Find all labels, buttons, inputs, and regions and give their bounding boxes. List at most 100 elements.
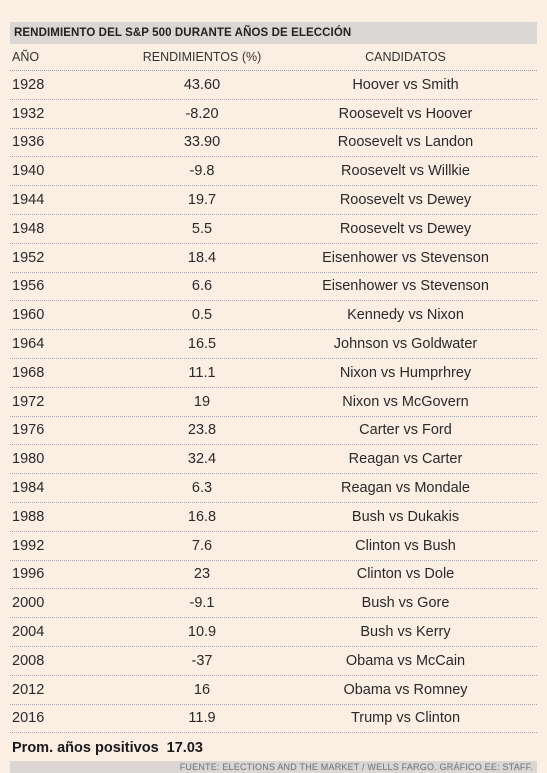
table-row: 2016 11.9 Trump vs Clinton — [10, 705, 537, 734]
table-row: 1964 16.5 Johnson vs Goldwater — [10, 330, 537, 359]
table-title: RENDIMIENTO DEL S&P 500 DURANTE AÑOS DE … — [10, 22, 537, 44]
row-return-value: 18.4 — [187, 249, 217, 266]
row-return-value: 33.90 — [183, 134, 221, 151]
table-row: 1992 7.6 Clinton vs Bush — [10, 532, 537, 561]
row-return-value: -9.1 — [189, 595, 215, 612]
row-candidates: Bush vs Kerry — [360, 624, 451, 641]
row-year: 2000 — [12, 595, 45, 612]
table-row: 2004 10.9 Bush vs Kerry — [10, 618, 537, 647]
row-year: 1964 — [12, 336, 45, 353]
row-candidates: Bush vs Dukakis — [351, 508, 460, 525]
row-year: 2012 — [12, 681, 45, 698]
row-candidates: Trump vs Clinton — [350, 710, 461, 727]
row-candidates: Reagan vs Carter — [348, 451, 463, 468]
row-return-value: 32.4 — [187, 451, 217, 468]
table-row: 1936 33.90 Roosevelt vs Landon — [10, 129, 537, 158]
row-candidates: Roosevelt vs Hoover — [338, 105, 473, 122]
table-row: 1956 6.6 Eisenhower vs Stevenson — [10, 273, 537, 302]
table-row: 1932 -8.20 Roosevelt vs Hoover — [10, 100, 537, 129]
table-row: 2012 16 Obama vs Romney — [10, 676, 537, 705]
row-return-value: 16.8 — [187, 508, 217, 525]
row-return-value: 43.60 — [183, 76, 221, 93]
row-candidates: Roosevelt vs Dewey — [339, 220, 472, 237]
election-returns-table: RENDIMIENTO DEL S&P 500 DURANTE AÑOS DE … — [10, 22, 537, 773]
table-row: 2008 -37 Obama vs McCain — [10, 647, 537, 676]
row-year: 1940 — [12, 163, 45, 180]
header-returns: RENDIMIENTOS (%) — [142, 50, 262, 64]
row-candidates: Obama vs McCain — [345, 652, 466, 669]
row-year: 1960 — [12, 307, 45, 324]
row-candidates: Clinton vs Bush — [355, 537, 456, 554]
row-return-value: -8.20 — [185, 105, 219, 122]
row-return-value: 16 — [193, 681, 211, 698]
row-candidates: Eisenhower vs Stevenson — [322, 249, 489, 266]
row-year: 1956 — [12, 278, 45, 295]
row-return-value: 11.9 — [188, 710, 216, 727]
table-header: AÑO RENDIMIENTOS (%) CANDIDATOS — [10, 44, 537, 71]
table-row: 1988 16.8 Bush vs Dukakis — [10, 503, 537, 532]
row-year: 1988 — [12, 508, 45, 525]
row-year: 2016 — [12, 710, 45, 727]
row-year: 1928 — [12, 76, 45, 93]
row-candidates: Eisenhower vs Stevenson — [322, 278, 489, 295]
row-return-value: 19.7 — [187, 192, 217, 209]
row-year: 1996 — [12, 566, 45, 583]
table-row: 1996 23 Clinton vs Dole — [10, 561, 537, 590]
table-row: 1952 18.4 Eisenhower vs Stevenson — [10, 244, 537, 273]
table-row: 1948 5.5 Roosevelt vs Dewey — [10, 215, 537, 244]
table-row: 1928 43.60 Hoover vs Smith — [10, 71, 537, 100]
table-row: 1984 6.3 Reagan vs Mondale — [10, 474, 537, 503]
row-candidates: Hoover vs Smith — [352, 76, 459, 93]
row-year: 1936 — [12, 134, 45, 151]
row-year: 2004 — [12, 624, 45, 641]
table-row: 1968 11.1 Nixon vs Humprhrey — [10, 359, 537, 388]
row-year: 1980 — [12, 451, 45, 468]
row-return-value: 19 — [193, 393, 211, 410]
table-row: 1940 -9.8 Roosevelt vs Willkie — [10, 157, 537, 187]
row-return-value: 23 — [193, 566, 211, 583]
row-year: 1944 — [12, 192, 45, 209]
row-year: 1948 — [12, 220, 45, 237]
row-year: 1932 — [12, 105, 45, 122]
row-return-value: 23.8 — [187, 422, 217, 439]
row-year: 1992 — [12, 537, 45, 554]
row-candidates: Clinton vs Dole — [356, 566, 455, 583]
row-return-value: -37 — [191, 652, 213, 669]
row-year: 1984 — [12, 480, 45, 497]
row-candidates: Obama vs Romney — [343, 681, 468, 698]
table-row: 1980 32.4 Reagan vs Carter — [10, 445, 537, 475]
row-year: 1952 — [12, 249, 45, 266]
table-row: 2000 -9.1 Bush vs Gore — [10, 589, 537, 619]
row-candidates: Roosevelt vs Dewey — [339, 192, 472, 209]
row-candidates: Carter vs Ford — [359, 422, 452, 439]
table-body: 1928 43.60 Hoover vs Smith 1932 -8.20 Rooseve… — [10, 71, 537, 734]
row-candidates: Roosevelt vs Landon — [337, 134, 474, 151]
table-row: 1944 19.7 Roosevelt vs Dewey — [10, 186, 537, 215]
row-candidates: Kennedy vs Nixon — [347, 307, 464, 324]
row-year: 1968 — [12, 364, 45, 381]
row-return-value: 5.5 — [191, 220, 213, 237]
table-row: 1972 19 Nixon vs McGovern — [10, 388, 537, 417]
average-label: Prom. años positivos — [12, 740, 159, 757]
average-value: 17.03 — [166, 740, 203, 757]
row-return-value: 6.3 — [191, 480, 213, 497]
average-positive-years: Prom. años positivos 17.03 — [10, 738, 537, 758]
row-candidates: Roosevelt vs Willkie — [341, 163, 470, 180]
row-year: 2008 — [12, 652, 45, 669]
row-return-value: 11.1 — [188, 364, 216, 381]
row-year: 1976 — [12, 422, 45, 439]
source-note: FUENTE: ELECTIONS AND THE MARKET / WELLS… — [10, 761, 537, 773]
row-candidates: Reagan vs Mondale — [341, 480, 470, 497]
row-return-value: 6.6 — [191, 278, 213, 295]
row-candidates: Nixon vs Humprhrey — [339, 364, 472, 381]
row-return-value: 7.6 — [191, 537, 213, 554]
row-candidates: Johnson vs Goldwater — [333, 336, 478, 353]
row-return-value: 16.5 — [187, 336, 217, 353]
header-candidates: CANDIDATOS — [365, 50, 446, 64]
table-row: 1976 23.8 Carter vs Ford — [10, 417, 537, 446]
table-row: 1960 0.5 Kennedy vs Nixon — [10, 301, 537, 331]
row-candidates: Bush vs Gore — [361, 595, 450, 612]
header-year: AÑO — [12, 50, 40, 64]
row-candidates: Nixon vs McGovern — [342, 393, 469, 410]
row-return-value: 0.5 — [191, 307, 213, 324]
